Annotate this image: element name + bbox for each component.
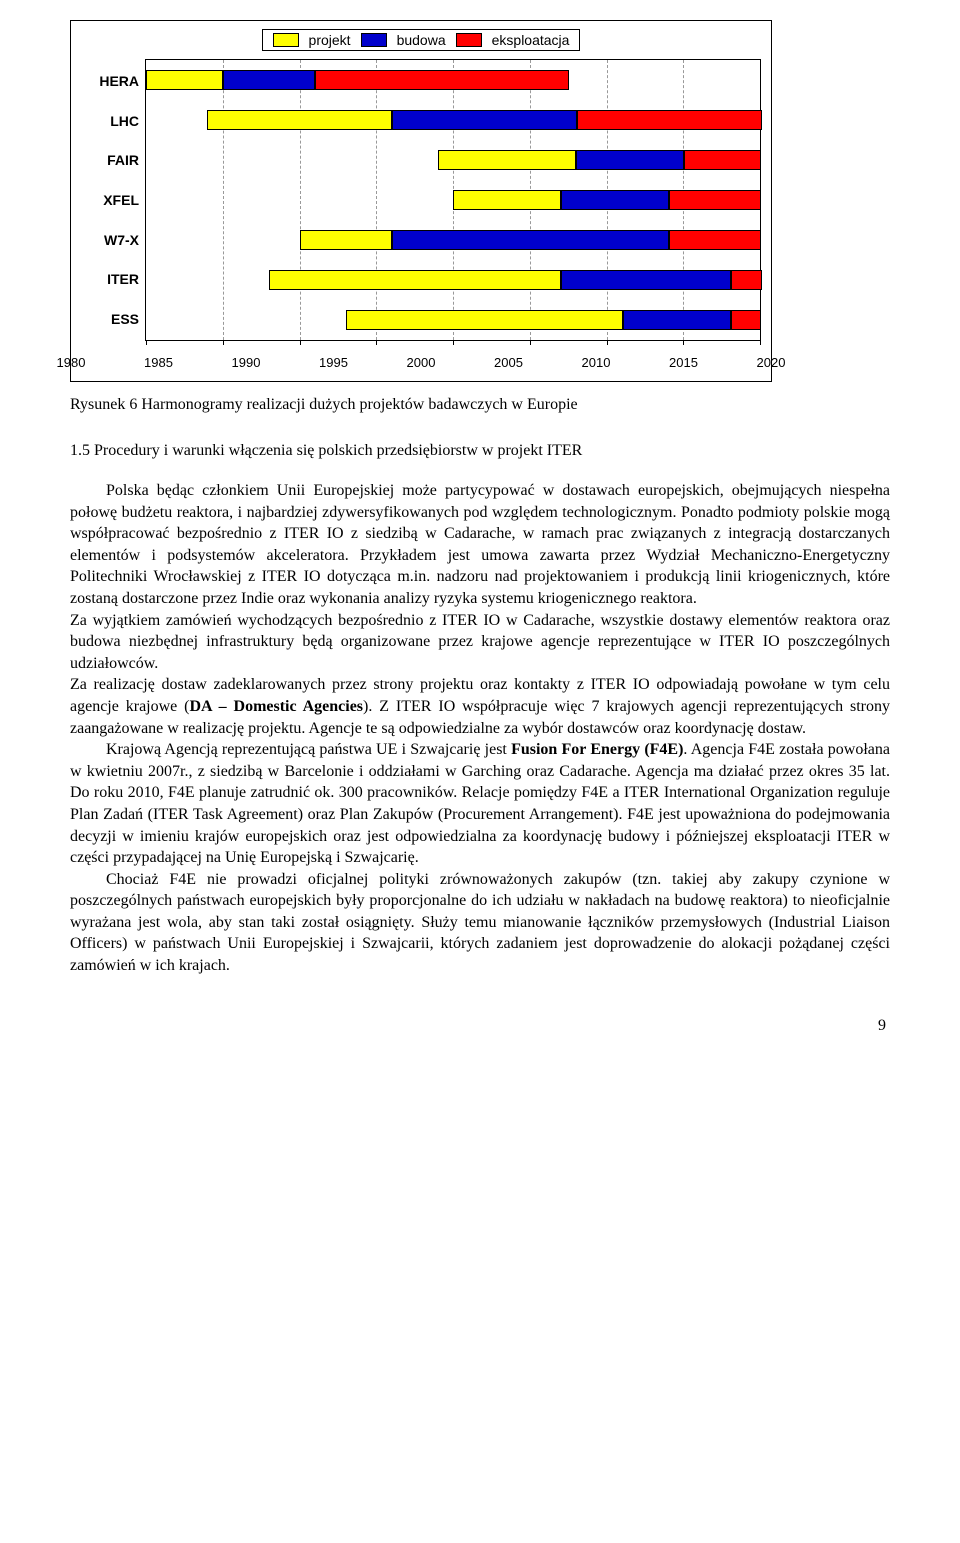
x-axis-label: 2020 [757, 355, 786, 370]
timeline-segment-budowa [561, 270, 730, 290]
category-label: HERA [81, 73, 139, 89]
legend-swatch [273, 33, 299, 47]
timeline-segment-budowa [561, 190, 669, 210]
x-axis-label: 2010 [582, 355, 611, 370]
x-axis-label: 1980 [57, 355, 86, 370]
category-label: ESS [81, 311, 139, 327]
gridline [223, 60, 224, 340]
category-label: LHC [81, 113, 139, 129]
timeline-segment-eksploatacja [731, 270, 762, 290]
timeline-segment-budowa [392, 110, 577, 130]
timeline-segment-projekt [438, 150, 577, 170]
category-label: XFEL [81, 192, 139, 208]
x-axis-label: 1995 [319, 355, 348, 370]
figure-caption: Rysunek 6 Harmonogramy realizacji dużych… [70, 396, 890, 414]
timeline-row [269, 270, 762, 290]
body-text: Polska będąc członkiem Unii Europejskiej… [70, 480, 890, 977]
x-tick [376, 340, 377, 345]
timeline-segment-projekt [453, 190, 561, 210]
x-tick [760, 340, 761, 345]
chart-legend: projekt budowa eksploatacja [262, 29, 581, 51]
body-paragraph: Krajową Agencją reprezentującą państwa U… [70, 739, 890, 869]
x-tick [146, 340, 147, 345]
legend-swatch [456, 33, 482, 47]
legend-label: projekt [309, 32, 351, 48]
x-axis-label: 2015 [669, 355, 698, 370]
x-axis-label: 1985 [144, 355, 173, 370]
timeline-segment-budowa [223, 70, 315, 90]
chart-plot-area [145, 59, 761, 341]
timeline-segment-eksploatacja [731, 310, 762, 330]
timeline-chart: projekt budowa eksploatacja HERA LHC FAIR XFE… [70, 20, 772, 382]
timeline-segment-eksploatacja [684, 150, 761, 170]
chart-y-axis-labels: HERA LHC FAIR XFEL W7-X ITER ESS [81, 59, 145, 341]
x-tick [300, 340, 301, 345]
x-tick [607, 340, 608, 345]
category-label: FAIR [81, 152, 139, 168]
timeline-segment-budowa [576, 150, 684, 170]
timeline-row [146, 70, 569, 90]
timeline-segment-eksploatacja [315, 70, 569, 90]
timeline-row [346, 310, 762, 330]
body-paragraph: Chociaż F4E nie prowadzi oficjalnej poli… [70, 869, 890, 977]
timeline-segment-budowa [623, 310, 731, 330]
gridline [376, 60, 377, 340]
x-axis-label: 1990 [232, 355, 261, 370]
timeline-segment-budowa [392, 230, 669, 250]
timeline-row [207, 110, 761, 130]
timeline-segment-projekt [207, 110, 392, 130]
legend-swatch [361, 33, 387, 47]
timeline-row [453, 190, 761, 210]
timeline-segment-projekt [300, 230, 392, 250]
timeline-row [300, 230, 762, 250]
timeline-segment-projekt [346, 310, 623, 330]
x-tick [683, 340, 684, 345]
x-tick [453, 340, 454, 345]
body-paragraph: Polska będąc członkiem Unii Europejskiej… [70, 480, 890, 610]
chart-x-axis-labels: 198019851990199520002005201020152020 [71, 355, 771, 373]
timeline-segment-eksploatacja [577, 110, 762, 130]
body-paragraph: Za realizację dostaw zadeklarowanych prz… [70, 674, 890, 739]
section-heading: 1.5 Procedury i warunki włączenia się po… [70, 442, 890, 460]
timeline-segment-projekt [146, 70, 223, 90]
timeline-segment-eksploatacja [669, 230, 761, 250]
body-paragraph: Za wyjątkiem zamówień wychodzących bezpo… [70, 610, 890, 675]
x-tick [530, 340, 531, 345]
timeline-row [438, 150, 761, 170]
legend-label: budowa [397, 32, 446, 48]
category-label: ITER [81, 271, 139, 287]
x-axis-label: 2000 [407, 355, 436, 370]
x-axis-label: 2005 [494, 355, 523, 370]
timeline-segment-eksploatacja [669, 190, 761, 210]
x-tick [223, 340, 224, 345]
gridline [300, 60, 301, 340]
legend-label: eksploatacja [492, 32, 570, 48]
page-number: 9 [70, 1017, 890, 1035]
timeline-segment-projekt [269, 270, 562, 290]
category-label: W7-X [81, 232, 139, 248]
